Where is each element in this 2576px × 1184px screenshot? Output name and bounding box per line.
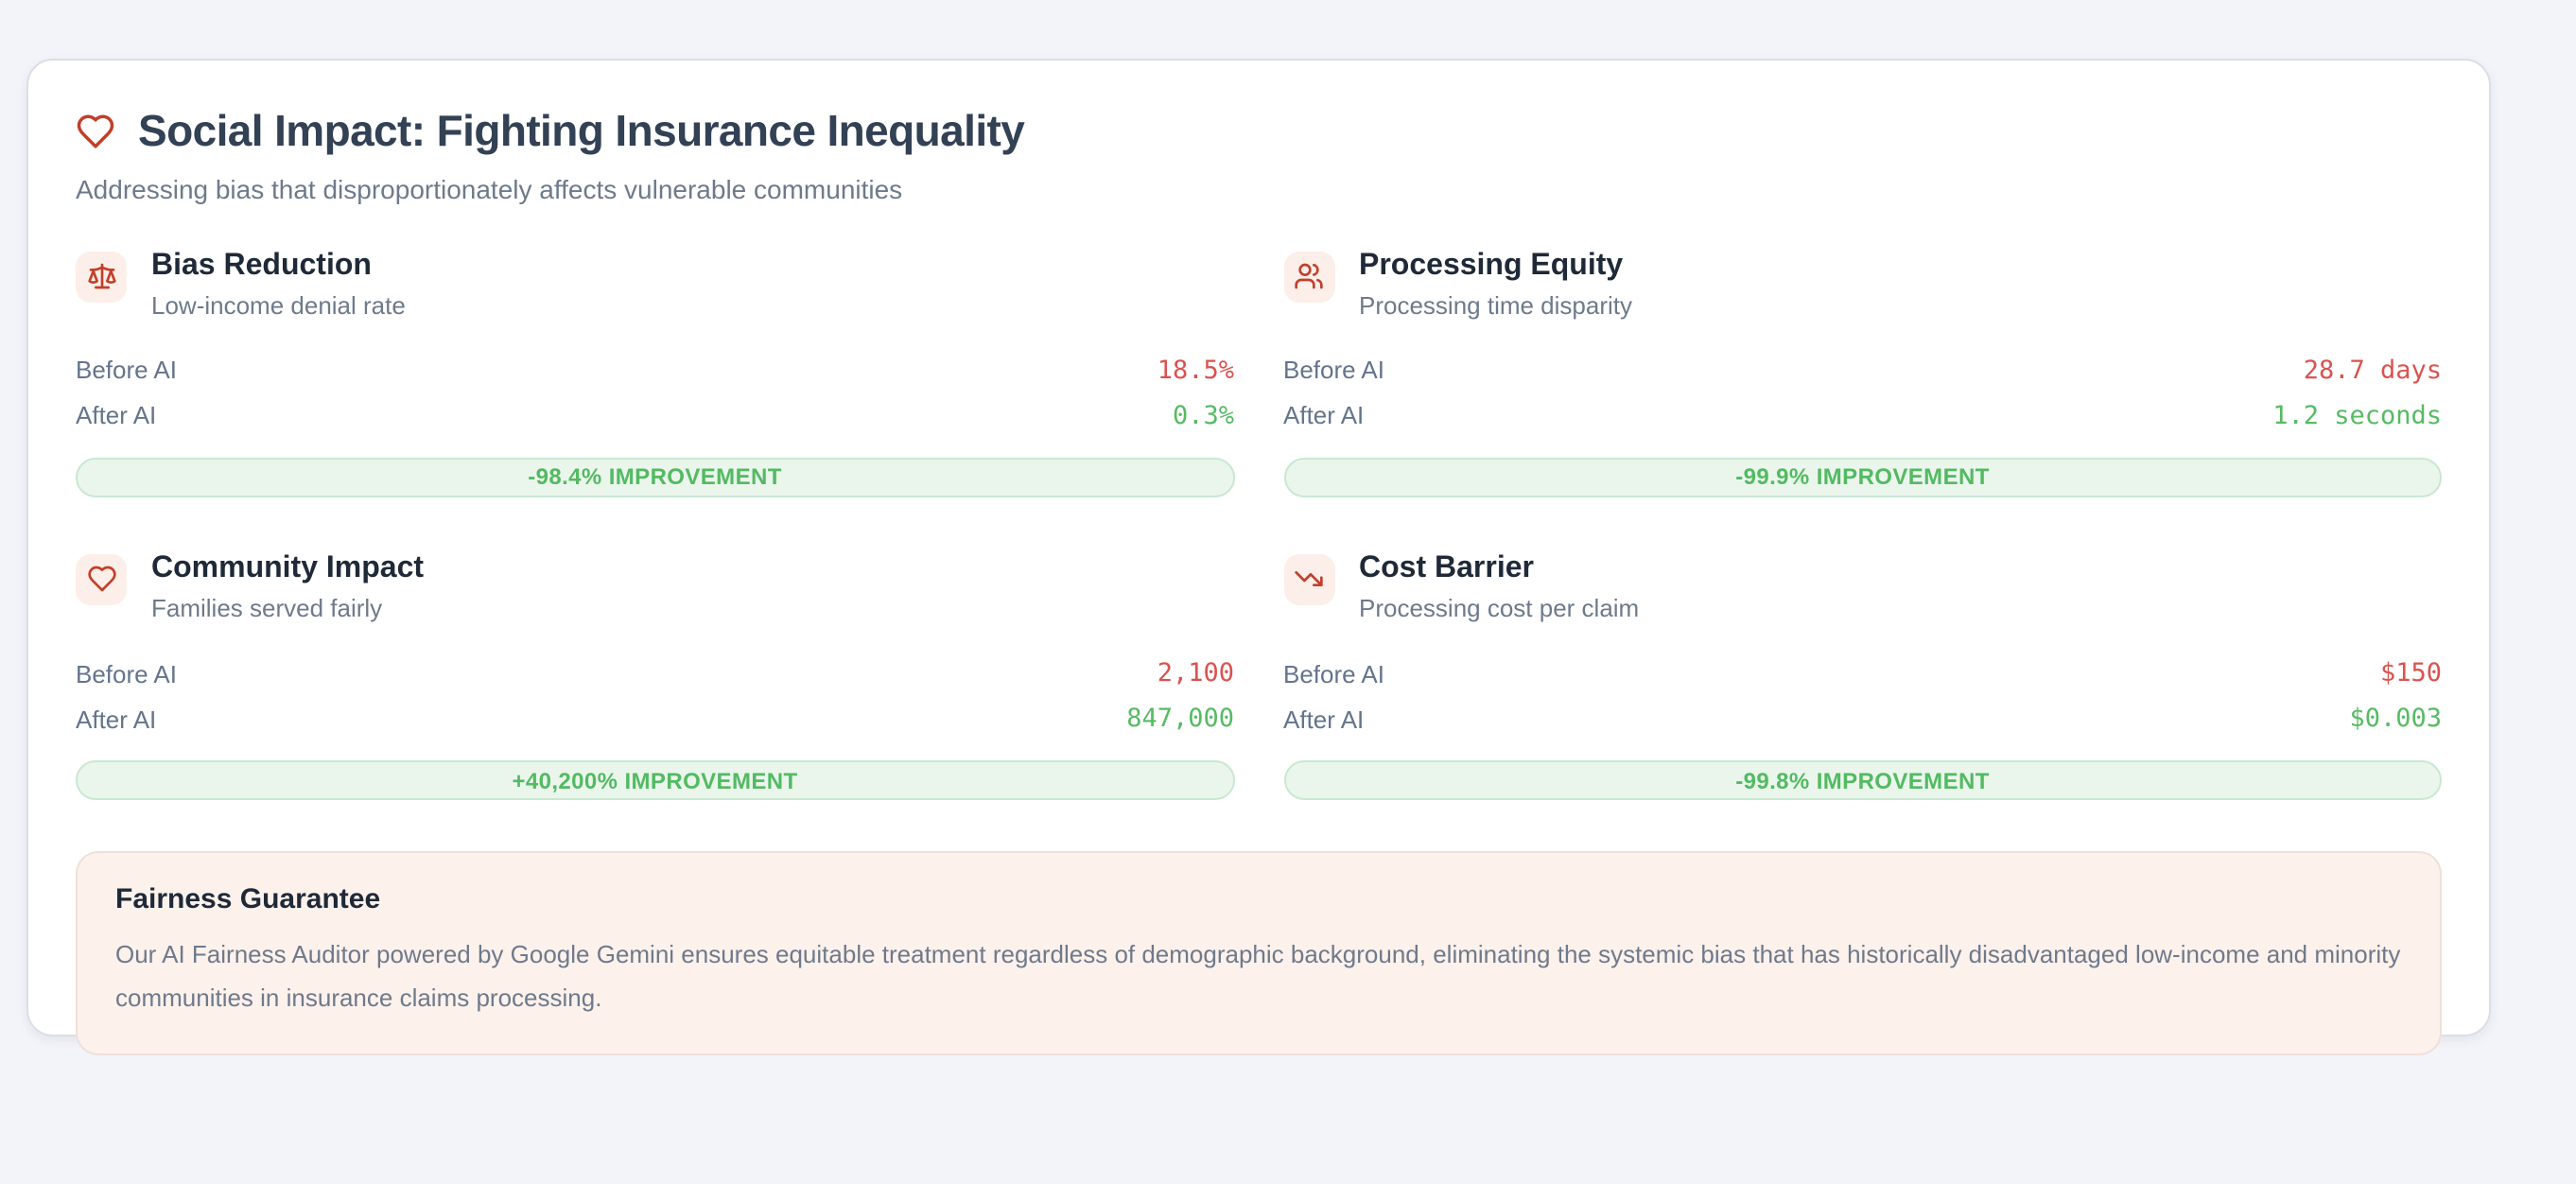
- heart-icon: [76, 553, 127, 605]
- before-ai-value: 2,100: [1157, 658, 1234, 689]
- improvement-badge: -99.8% IMPROVEMENT: [1283, 760, 2442, 801]
- after-ai-value: 847,000: [1126, 704, 1234, 735]
- after-ai-value: $0.003: [2349, 704, 2442, 735]
- metric-title: Community Impact: [151, 551, 425, 584]
- after-ai-row: After AI $0.003: [1283, 696, 2442, 741]
- after-ai-value: 1.2 seconds: [2272, 400, 2442, 431]
- improvement-badge: -99.9% IMPROVEMENT: [1283, 457, 2442, 497]
- metrics-grid: Bias Reduction Low-income denial rate Be…: [76, 248, 2442, 801]
- metric-card-cost-barrier: Cost Barrier Processing cost per claim B…: [1283, 550, 2442, 801]
- metric-title: Cost Barrier: [1359, 551, 1534, 584]
- improvement-badge: -98.4% IMPROVEMENT: [76, 457, 1234, 497]
- after-ai-label: After AI: [1283, 401, 1365, 430]
- metric-subtitle: Low-income denial rate: [151, 290, 406, 320]
- metric-subtitle: Processing cost per claim: [1359, 594, 1640, 623]
- before-ai-row: Before AI 2,100: [76, 651, 1234, 696]
- before-ai-label: Before AI: [76, 659, 177, 688]
- scale-icon: [76, 251, 127, 303]
- after-ai-label: After AI: [76, 705, 157, 734]
- before-ai-value: $150: [2379, 658, 2442, 689]
- metric-card-bias-reduction: Bias Reduction Low-income denial rate Be…: [76, 248, 1234, 497]
- page-subtitle: Addressing bias that disproportionately …: [76, 173, 903, 204]
- trending-down-icon: [1283, 553, 1334, 605]
- before-ai-label: Before AI: [76, 356, 177, 385]
- social-impact-panel: Social Impact: Fighting Insurance Inequa…: [26, 59, 2491, 1056]
- metric-card-community-impact: Community Impact Families served fairly …: [76, 550, 1234, 801]
- before-ai-row: Before AI $150: [1283, 651, 2442, 696]
- metric-title: Processing Equity: [1359, 249, 1624, 282]
- users-icon: [1283, 251, 1334, 303]
- before-ai-row: Before AI 28.7 days: [1283, 348, 2442, 393]
- before-ai-value: 28.7 days: [2303, 355, 2442, 386]
- after-ai-row: After AI 847,000: [76, 696, 1234, 741]
- metric-subtitle: Families served fairly: [151, 594, 383, 623]
- after-ai-label: After AI: [76, 401, 157, 430]
- fairness-title: Fairness Guarantee: [115, 883, 381, 916]
- improvement-badge: +40,200% IMPROVEMENT: [76, 760, 1234, 801]
- page-title: Social Impact: Fighting Insurance Inequa…: [138, 106, 1025, 155]
- after-ai-label: After AI: [1283, 705, 1365, 734]
- fairness-guarantee-box: Fairness Guarantee Our AI Fairness Audit…: [76, 851, 2442, 1056]
- fairness-body: Our AI Fairness Auditor powered by Googl…: [115, 940, 2401, 1013]
- metric-title: Bias Reduction: [151, 249, 372, 282]
- before-ai-label: Before AI: [1283, 356, 1384, 385]
- before-ai-value: 18.5%: [1157, 355, 1234, 386]
- before-ai-label: Before AI: [1283, 659, 1384, 688]
- after-ai-value: 0.3%: [1172, 400, 1234, 431]
- metric-card-processing-equity: Processing Equity Processing time dispar…: [1283, 248, 2442, 497]
- after-ai-row: After AI 0.3%: [76, 393, 1234, 439]
- after-ai-row: After AI 1.2 seconds: [1283, 393, 2442, 439]
- before-ai-row: Before AI 18.5%: [76, 348, 1234, 393]
- panel-header: Social Impact: Fighting Insurance Inequa…: [76, 106, 2442, 206]
- heart-icon: [77, 115, 114, 149]
- metric-subtitle: Processing time disparity: [1359, 290, 1632, 320]
